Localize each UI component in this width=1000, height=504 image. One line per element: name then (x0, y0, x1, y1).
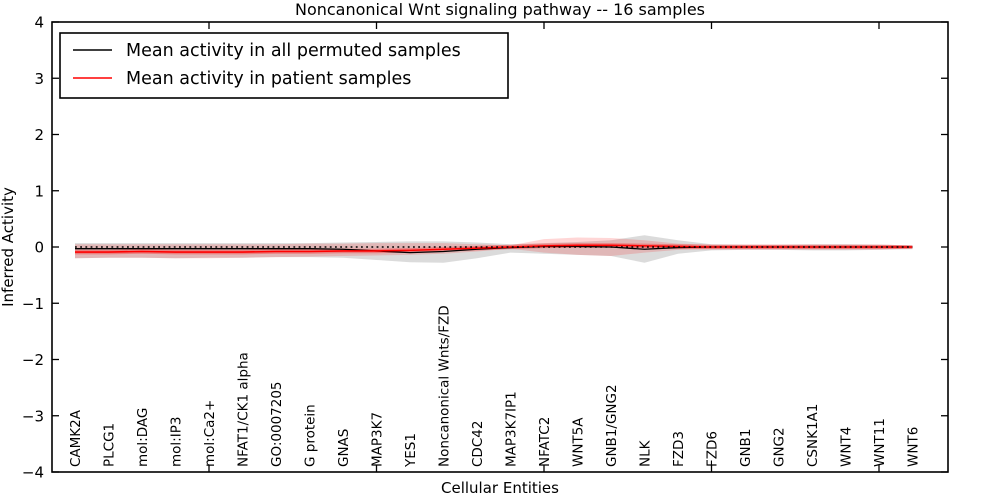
y-tick-label: 2 (34, 126, 44, 144)
x-tick-label: NFAT1/CK1 alpha (236, 352, 252, 467)
x-tick-label: GO:0007205 (269, 381, 285, 467)
x-tick-label: WNT4 (839, 427, 855, 467)
legend-label-patient: Mean activity in patient samples (126, 69, 411, 89)
x-tick-label: MAP3K7 (370, 412, 386, 467)
y-tick-label: −3 (22, 407, 44, 425)
x-tick-label: NLK (638, 439, 654, 467)
y-tick-label: −4 (22, 464, 44, 482)
y-tick-label: −1 (22, 295, 44, 313)
x-tick-label: MAP3K7IP1 (504, 391, 520, 467)
y-axis-label: Inferred Activity (0, 187, 17, 307)
x-tick-label: mol:Ca2+ (202, 400, 218, 467)
legend-box (59, 32, 509, 99)
x-tick-label: WNT5A (571, 417, 587, 467)
x-tick-label: FZD3 (671, 431, 687, 467)
chart-title: Noncanonical Wnt signaling pathway -- 16… (295, 0, 705, 19)
y-tick-label: −2 (22, 351, 44, 369)
legend-label-permuted: Mean activity in all permuted samples (126, 41, 461, 61)
x-tick-label: G protein (303, 404, 319, 467)
y-tick-label: 0 (34, 239, 44, 257)
x-tick-label: GNB1 (738, 429, 754, 467)
x-tick-label: NFATC2 (537, 417, 553, 467)
axes-frame (51, 21, 949, 473)
x-tick-label: CSNK1A1 (805, 404, 821, 467)
x-tick-label: GNG2 (772, 427, 788, 467)
x-tick-label: mol:IP3 (169, 417, 185, 467)
x-tick-label: YES1 (403, 433, 419, 468)
x-tick-label: GNB1/GNG2 (604, 384, 620, 467)
y-tick-label: 3 (34, 70, 44, 88)
x-tick-label: CDC42 (470, 421, 486, 467)
x-tick-label: mol:DAG (135, 408, 151, 467)
x-tick-label: CAMK2A (68, 409, 84, 467)
x-tick-label: WNT6 (906, 427, 922, 467)
legend: Mean activity in all permuted samples Me… (59, 32, 509, 99)
x-axis-label: Cellular Entities (441, 479, 559, 497)
x-tick-label: PLCG1 (102, 423, 118, 467)
x-tick-label: WNT11 (872, 418, 888, 467)
x-tick-label: Noncanonical Wnts/FZD (437, 305, 453, 467)
x-tick-label: FZD6 (705, 431, 721, 467)
y-tick-label: 1 (34, 182, 44, 200)
y-tick-label: 4 (34, 14, 44, 32)
x-tick-label: GNAS (336, 429, 352, 467)
plot-area: 4 3 2 1 0 −1 −2 −3 −4 CAMK2A PLCG1 mol:DAG mol:IP3 mo… (22, 14, 948, 482)
